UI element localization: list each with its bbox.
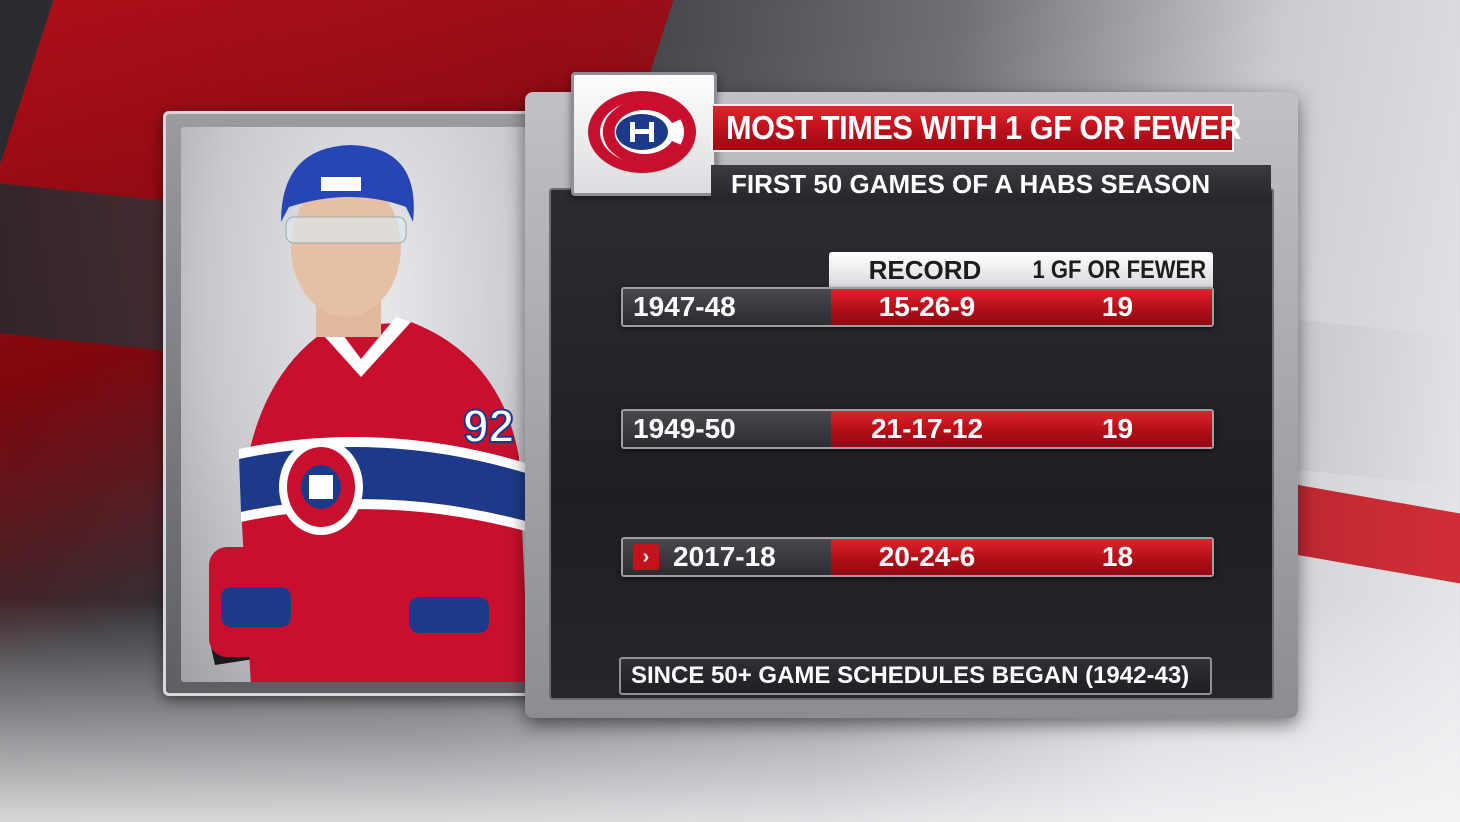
table-header: RECORD 1 GF OR FEWER	[829, 252, 1213, 288]
svg-text:92: 92	[463, 400, 514, 452]
season-label: 2017-18	[673, 541, 776, 572]
column-header-gf: 1 GF OR FEWER	[1032, 255, 1207, 284]
team-logo-box	[571, 72, 717, 196]
highlight-arrow-icon: ›	[633, 544, 659, 570]
canadiens-logo-icon	[588, 91, 696, 173]
record-cell: 15-26-9	[831, 289, 1023, 325]
record-cell: 20-24-6	[831, 539, 1023, 575]
season-cell: 1949-50	[623, 411, 831, 447]
graphic-title-bar: MOST TIMES WITH 1 GF OR FEWER	[711, 104, 1242, 152]
season-cell: › 2017-18	[623, 539, 831, 575]
record-cell: 21-17-12	[831, 411, 1023, 447]
table-row: 1949-50 21-17-12 19	[621, 409, 1214, 449]
player-photo: 92	[181, 127, 529, 682]
season-cell: 1947-48	[623, 289, 831, 325]
graphic-subtitle-bar: FIRST 50 GAMES OF A HABS SEASON	[711, 165, 1271, 203]
footnote: SINCE 50+ GAME SCHEDULES BEGAN (1942-43)	[631, 662, 1190, 689]
graphic-subtitle: FIRST 50 GAMES OF A HABS SEASON	[731, 168, 1211, 199]
gf-cell: 19	[1023, 289, 1212, 325]
column-header-record: RECORD	[868, 254, 982, 285]
table-row-highlighted: › 2017-18 20-24-6 18	[621, 537, 1214, 577]
player-photo-frame: 92	[163, 111, 543, 696]
hockey-player-illustration: 92	[209, 145, 529, 682]
gf-cell: 19	[1023, 411, 1212, 447]
table-row: 1947-48 15-26-9 19	[621, 287, 1214, 327]
graphic-title: MOST TIMES WITH 1 GF OR FEWER	[726, 109, 1242, 146]
footnote-bar: SINCE 50+ GAME SCHEDULES BEGAN (1942-43)	[619, 657, 1212, 695]
gf-cell: 18	[1023, 539, 1212, 575]
